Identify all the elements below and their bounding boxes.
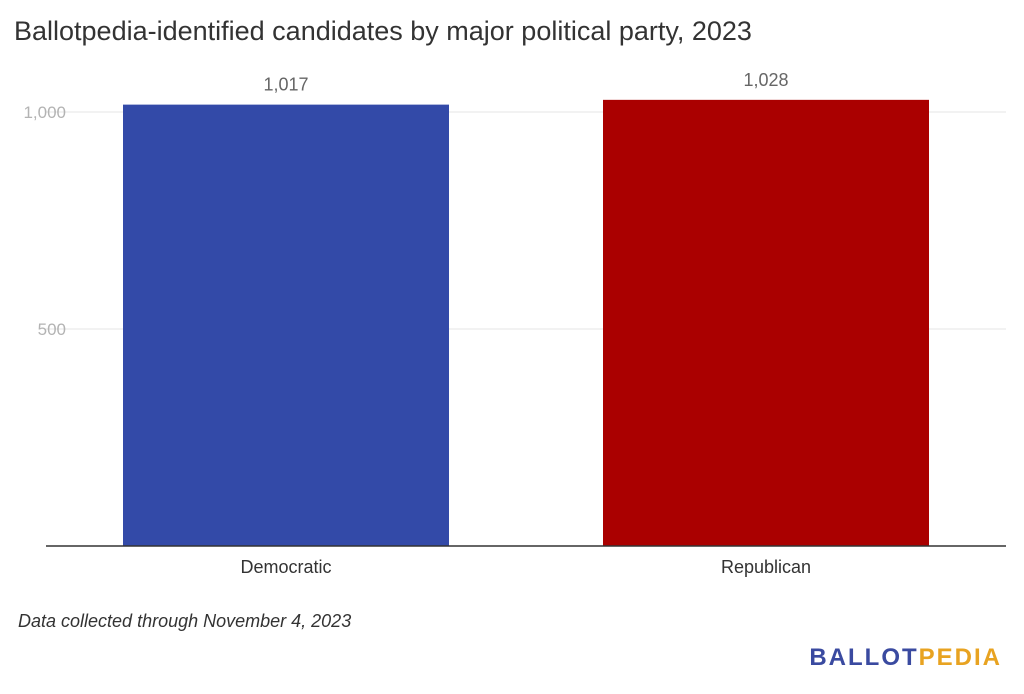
y-tick-label: 500 — [38, 320, 66, 339]
chart-title: Ballotpedia-identified candidates by maj… — [14, 16, 752, 46]
data-label-republican: 1,028 — [743, 70, 788, 90]
y-tick-label: 1,000 — [23, 103, 66, 122]
x-category-label-republican: Republican — [721, 557, 811, 577]
logo-ballot-text: BALLOT — [809, 644, 919, 671]
logo-pedia-text: PEDIA — [918, 644, 1002, 671]
data-label-democratic: 1,017 — [263, 75, 308, 95]
ballotpedia-logo: BALLOTPEDIA — [809, 644, 1002, 672]
footnote: Data collected through November 4, 2023 — [18, 611, 352, 631]
bar-democratic — [123, 104, 449, 546]
x-category-label-democratic: Democratic — [240, 557, 331, 577]
bar-republican — [603, 99, 929, 547]
